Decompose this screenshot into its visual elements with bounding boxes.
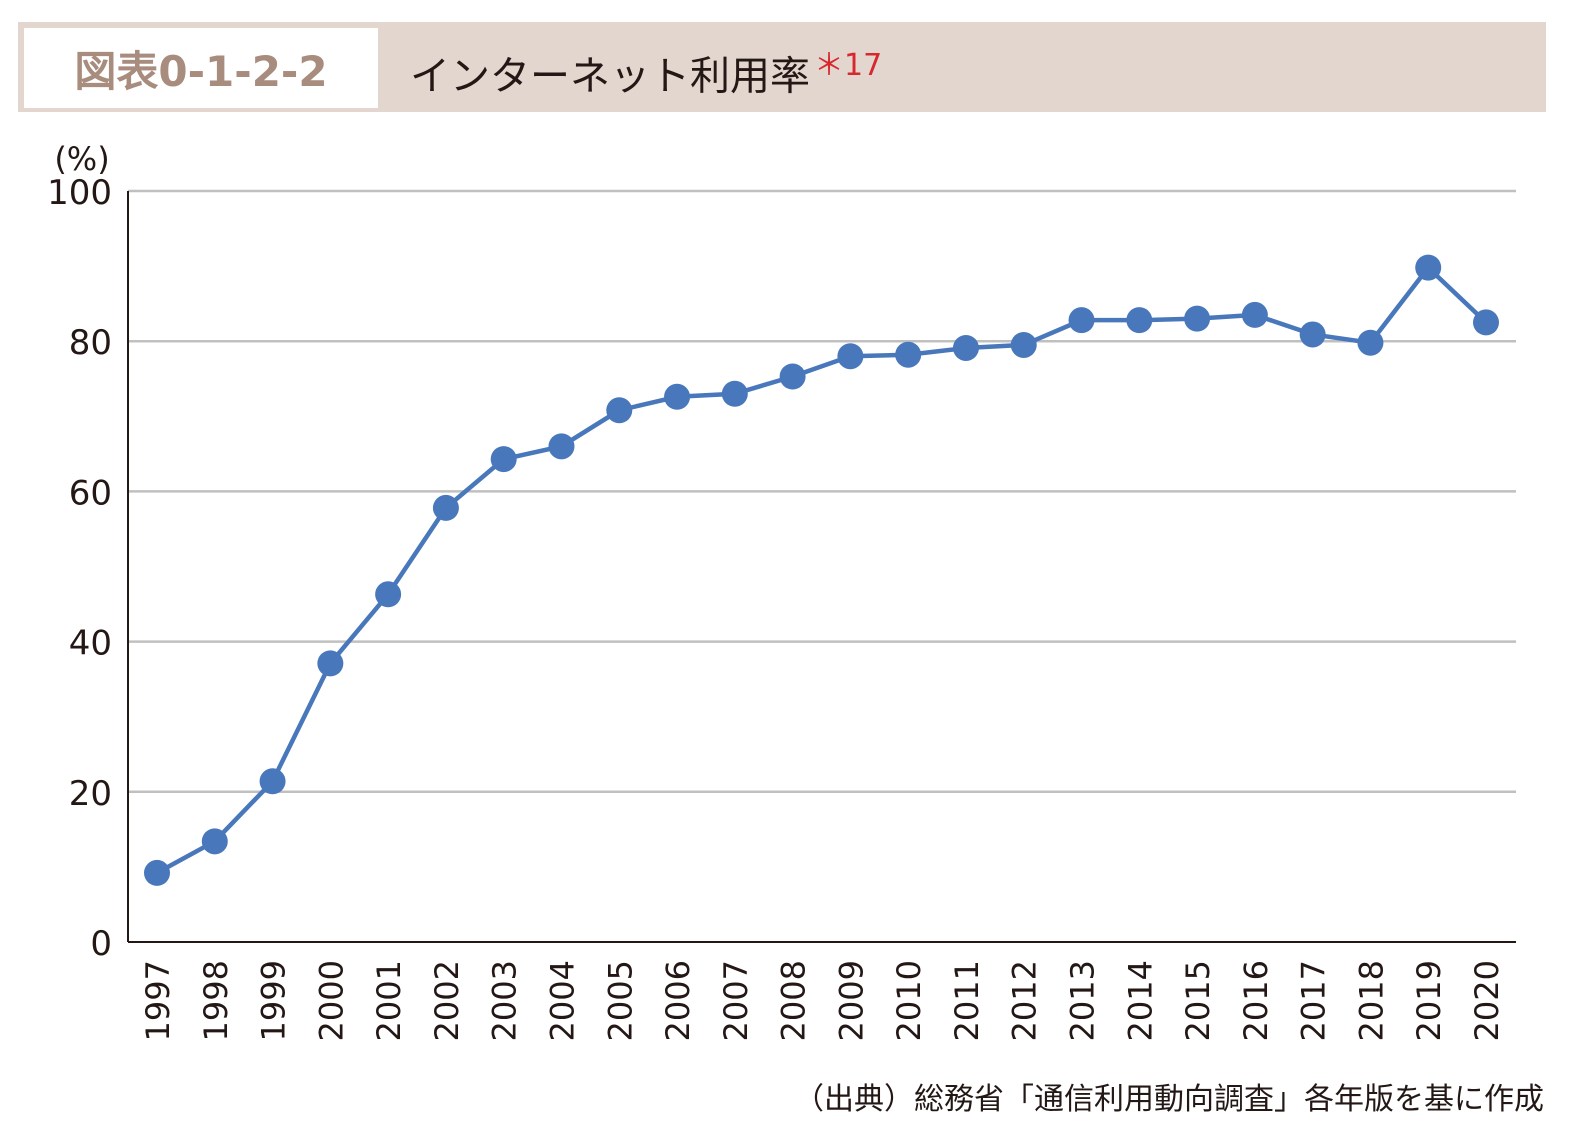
data-point <box>1299 321 1326 348</box>
data-point <box>1473 309 1499 336</box>
data-point <box>548 433 575 460</box>
data-point <box>201 828 228 855</box>
x-tick-label: 2003 <box>486 960 524 1041</box>
data-point <box>1126 307 1153 334</box>
data-point <box>606 397 633 424</box>
y-axis-label: (%) <box>54 140 109 178</box>
data-point <box>779 363 806 390</box>
data-point <box>1357 329 1384 356</box>
x-tick-label: 2017 <box>1295 960 1333 1041</box>
x-tick-label: 2018 <box>1352 960 1390 1041</box>
y-tick-label: 0 <box>90 924 112 964</box>
data-point <box>1184 305 1211 332</box>
source-note: （出典）総務省「通信利用動向調査」各年版を基に作成 <box>794 1082 1544 1117</box>
x-tick-label: 1997 <box>139 960 177 1041</box>
data-point <box>317 650 344 677</box>
y-tick-label: 20 <box>69 774 112 814</box>
x-tick-label: 2012 <box>1006 960 1044 1041</box>
x-tick-label: 2009 <box>832 960 870 1041</box>
data-point <box>375 581 402 608</box>
x-tick-label: 2001 <box>370 960 408 1041</box>
x-tick-label: 2020 <box>1468 960 1506 1041</box>
y-tick-label: 80 <box>69 323 112 363</box>
x-tick-label: 2008 <box>775 960 813 1041</box>
data-point <box>144 859 170 886</box>
x-tick-label: 2006 <box>659 960 697 1041</box>
data-point <box>952 334 979 361</box>
data-point <box>1068 307 1095 334</box>
series-line <box>155 264 1488 875</box>
x-tick-label: 2013 <box>1064 960 1102 1041</box>
data-point <box>721 380 748 407</box>
x-tick-label: 2004 <box>543 960 581 1041</box>
data-point <box>837 343 864 370</box>
chart-title: インターネット利用率 ＊17 <box>410 40 882 101</box>
chart-title-text: インターネット利用率 <box>410 53 810 100</box>
data-point <box>490 446 517 473</box>
y-tick-label: 40 <box>69 624 112 664</box>
y-tick-label: 60 <box>69 473 112 513</box>
data-point <box>1241 301 1268 328</box>
x-tick-label: 2010 <box>890 960 928 1041</box>
data-point <box>432 494 459 521</box>
x-tick-label: 2005 <box>601 960 639 1041</box>
x-tick-label: 2011 <box>948 960 986 1041</box>
x-tick-label: 1998 <box>197 960 235 1041</box>
x-tick-label: 2000 <box>312 960 350 1041</box>
x-tick-label: 2015 <box>1179 960 1217 1041</box>
data-point <box>895 341 922 368</box>
y-tick-label: 100 <box>47 173 112 213</box>
x-tick-label: 2014 <box>1121 960 1159 1041</box>
footnote-ref: ＊17 <box>814 48 883 83</box>
data-point <box>664 383 691 410</box>
figure-number: 図表0-1-2-2 <box>24 28 378 108</box>
x-tick-label: 2007 <box>717 960 755 1041</box>
data-point <box>1415 254 1442 281</box>
x-tick-label: 2002 <box>428 960 466 1041</box>
data-point <box>259 768 286 795</box>
figure-header: 図表0-1-2-2 インターネット利用率 ＊17 <box>18 22 1546 112</box>
x-tick-label: 2016 <box>1237 960 1275 1041</box>
data-point <box>1010 331 1037 358</box>
x-tick-label: 1999 <box>255 960 293 1041</box>
x-tick-label: 2019 <box>1410 960 1448 1041</box>
